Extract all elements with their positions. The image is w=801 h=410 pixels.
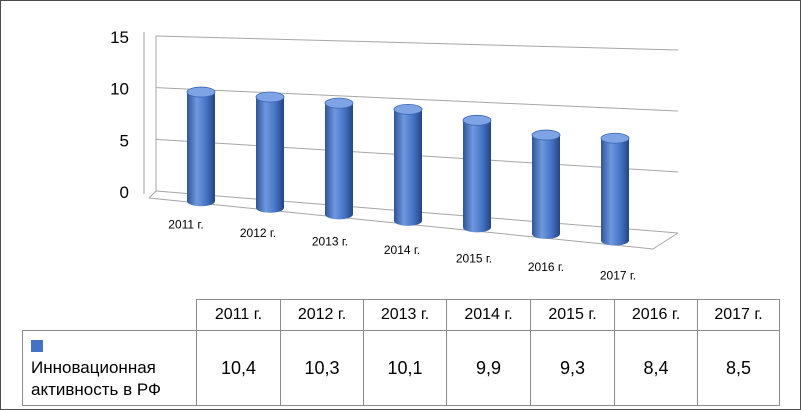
legend-cell: Инновационная активность в РФ: [22, 330, 197, 406]
table-header-cell: 2012 г.: [280, 299, 364, 331]
y-tick-label: 5: [120, 131, 129, 150]
table-header-cell: 2011 г.: [196, 299, 281, 331]
table-value-cell: 9,9: [446, 330, 531, 406]
bar-top: [600, 132, 630, 144]
data-table: 2011 г. 2012 г. 2013 г. 2014 г. 2015 г. …: [22, 299, 780, 406]
bar-top: [255, 91, 285, 103]
table-value-cell: 10,4: [196, 330, 281, 406]
x-tick-label: 2017 г.: [600, 268, 636, 282]
y-tick-label: 10: [110, 80, 129, 99]
legend-swatch: [31, 339, 43, 352]
table-corner-cell: [23, 300, 197, 331]
bar: [325, 103, 353, 220]
x-tick-label: 2016 г.: [528, 260, 564, 274]
x-tick-label: 2013 г.: [312, 234, 348, 248]
table-header-cell: 2013 г.: [363, 299, 447, 331]
x-tick-label: 2014 г.: [384, 243, 420, 257]
x-tick-label: 2011 г.: [168, 217, 203, 231]
gridline: [155, 87, 679, 112]
bar: [463, 120, 491, 233]
bar: [532, 135, 560, 239]
floor-edge: [148, 190, 157, 199]
bar: [601, 138, 629, 246]
bar: [394, 109, 422, 226]
bar-top: [186, 86, 216, 98]
table-value-cell: 9,3: [530, 330, 615, 406]
y-tick-label: 15: [110, 28, 129, 47]
legend-label: Инновационная активность в РФ: [31, 357, 161, 399]
gridline: [155, 35, 679, 51]
table-value-cell: 8,4: [614, 330, 698, 406]
table-header-cell: 2014 г.: [446, 299, 531, 331]
x-tick-label: 2015 г.: [456, 251, 492, 265]
bar-top: [324, 97, 354, 109]
bar: [256, 97, 284, 213]
table-value-cell: 8,5: [697, 330, 780, 406]
table-value-cell: 10,3: [280, 330, 364, 406]
table-value-cell: 10,1: [363, 330, 447, 406]
bar-top: [462, 114, 492, 126]
bar-top: [531, 129, 561, 141]
bar-top: [393, 103, 423, 115]
table-header-cell: 2017 г.: [697, 299, 780, 331]
table-header-row: 2011 г. 2012 г. 2013 г. 2014 г. 2015 г. …: [23, 299, 780, 331]
table-header-cell: 2015 г.: [530, 299, 615, 331]
chart-plot: 0 5 10 15 2011 г. 2012 г. 2013 г. 2014 г. 2015 г…: [110, 28, 679, 282]
y-tick-label: 0: [120, 183, 129, 202]
table-row: Инновационная активность в РФ 10,4 10,3 …: [22, 330, 780, 406]
table-header-cell: 2016 г.: [614, 299, 698, 331]
floor-right-edge: [652, 232, 679, 250]
x-tick-label: 2012 г.: [240, 226, 276, 240]
bar: [187, 92, 216, 207]
